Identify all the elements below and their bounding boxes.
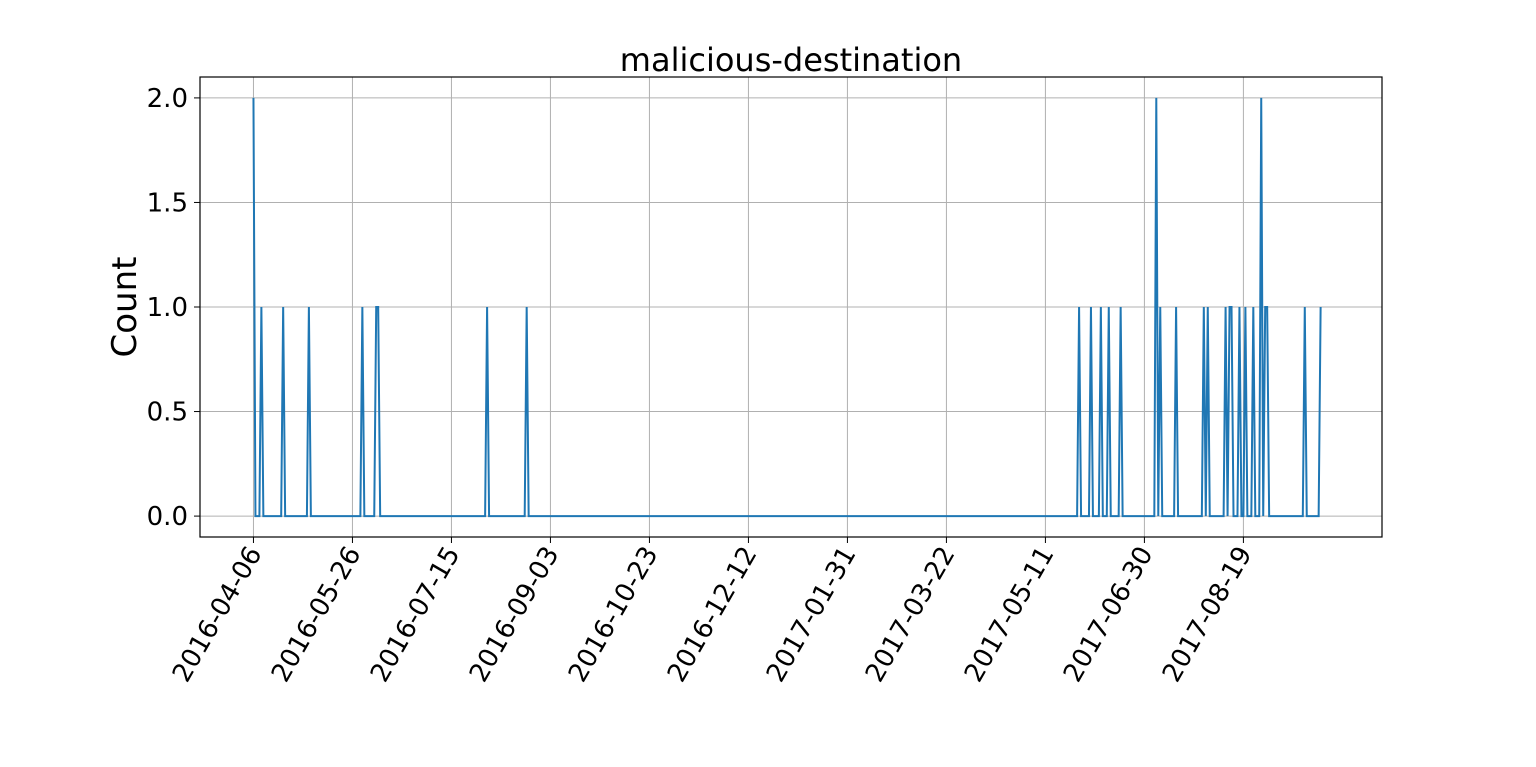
y-tick-label: 2.0 xyxy=(147,84,188,114)
y-tick-label: 1.0 xyxy=(147,293,188,323)
y-axis: 0.0 0.5 1.0 1.5 2.0 xyxy=(147,84,200,532)
series-layer xyxy=(252,97,1322,518)
chart-title: malicious-destination xyxy=(620,41,962,79)
y-tick-label: 0.5 xyxy=(147,398,188,428)
y-tick-label: 1.5 xyxy=(147,188,188,218)
y-tick-label: 0.0 xyxy=(147,502,188,532)
y-axis-label: Count xyxy=(105,257,145,358)
series-line xyxy=(252,97,1322,518)
